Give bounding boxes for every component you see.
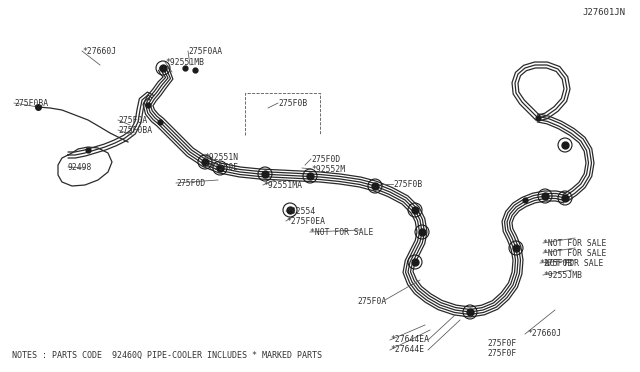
Text: *27644EA: *27644EA — [390, 336, 429, 344]
Text: *92551MB: *92551MB — [165, 58, 204, 67]
Text: 275F0B: 275F0B — [393, 180, 422, 189]
Text: *92552M: *92552M — [311, 164, 345, 173]
Text: *92554: *92554 — [286, 206, 316, 215]
Text: 275F0B: 275F0B — [543, 260, 572, 269]
Text: 275F0B: 275F0B — [278, 99, 307, 108]
Text: *27644E: *27644E — [390, 346, 424, 355]
Text: J27601JN: J27601JN — [582, 7, 625, 16]
Text: NOTES : PARTS CODE  92460Q PIPE-COOLER INCLUDES * MARKED PARTS: NOTES : PARTS CODE 92460Q PIPE-COOLER IN… — [12, 350, 322, 359]
Text: 275F0A: 275F0A — [118, 115, 147, 125]
Text: 275F0A: 275F0A — [357, 298, 387, 307]
Text: *NOT FOR SALE: *NOT FOR SALE — [540, 259, 604, 267]
Text: *9255JMB: *9255JMB — [543, 270, 582, 279]
Text: 275F0F: 275F0F — [487, 340, 516, 349]
Text: 275F0D: 275F0D — [176, 179, 205, 187]
Text: 275F0BA: 275F0BA — [118, 125, 152, 135]
Text: *NOT FOR SALE: *NOT FOR SALE — [310, 228, 373, 237]
Text: 275F0AA: 275F0AA — [188, 46, 222, 55]
Text: 275F0F: 275F0F — [487, 350, 516, 359]
Text: *92551MA: *92551MA — [263, 180, 302, 189]
Text: *NOT FOR SALE: *NOT FOR SALE — [543, 238, 606, 247]
Text: *92551N: *92551N — [204, 153, 238, 161]
Text: *27660J: *27660J — [527, 330, 561, 339]
Text: 92498: 92498 — [68, 163, 92, 171]
Text: *275F0E: *275F0E — [204, 163, 238, 171]
Text: *NOT FOR SALE: *NOT FOR SALE — [543, 248, 606, 257]
Text: 275F0D: 275F0D — [311, 154, 340, 164]
Text: *27660J: *27660J — [82, 46, 116, 55]
Text: 275F0BA: 275F0BA — [14, 99, 48, 108]
Text: *275F0EA: *275F0EA — [286, 217, 325, 225]
